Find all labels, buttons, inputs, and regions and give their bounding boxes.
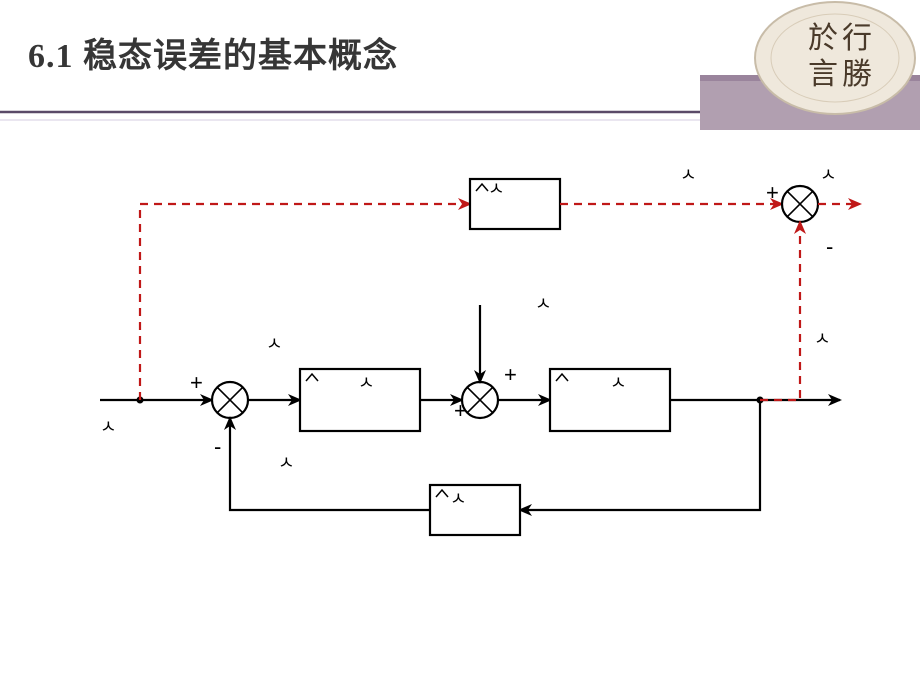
block-diagram: ㅅㅅㅅㅅㅅㅅㅅㅅㅅㅅㅅ+-+++- [40, 140, 880, 660]
anchor-d: ㅅ [535, 295, 552, 313]
sign: - [826, 236, 833, 258]
sign: + [454, 400, 467, 422]
anchor-ref-out: ㅅ [680, 166, 697, 184]
sign: + [504, 364, 517, 386]
anchor-h: ㅅ [450, 490, 467, 508]
anchor-g1: ㅅ [358, 374, 375, 392]
svg-text:勝: 勝 [842, 58, 872, 91]
svg-text:行: 行 [842, 22, 872, 55]
sign: - [214, 436, 221, 458]
anchor-in: ㅅ [100, 418, 117, 436]
corner-decoration: 於 行 言 勝 [700, 0, 920, 130]
anchor-fb-top: ㅅ [278, 454, 295, 472]
anchor-g2: ㅅ [610, 374, 627, 392]
header: 6.1 稳态误差的基本概念 於 行 言 勝 [0, 0, 920, 130]
anchor-ref: ㅅ [488, 180, 505, 198]
svg-text:於: 於 [808, 22, 838, 55]
sign: + [766, 182, 779, 204]
sign: + [190, 372, 203, 394]
anchor-out-up: ㅅ [814, 330, 831, 348]
slide: 6.1 稳态误差的基本概念 於 行 言 勝 ㅅㅅㅅㅅㅅㅅㅅㅅㅅㅅㅅ+-+++- [0, 0, 920, 690]
anchor-e: ㅅ [266, 335, 283, 353]
anchor-err: ㅅ [820, 166, 837, 184]
svg-text:言: 言 [808, 58, 838, 91]
